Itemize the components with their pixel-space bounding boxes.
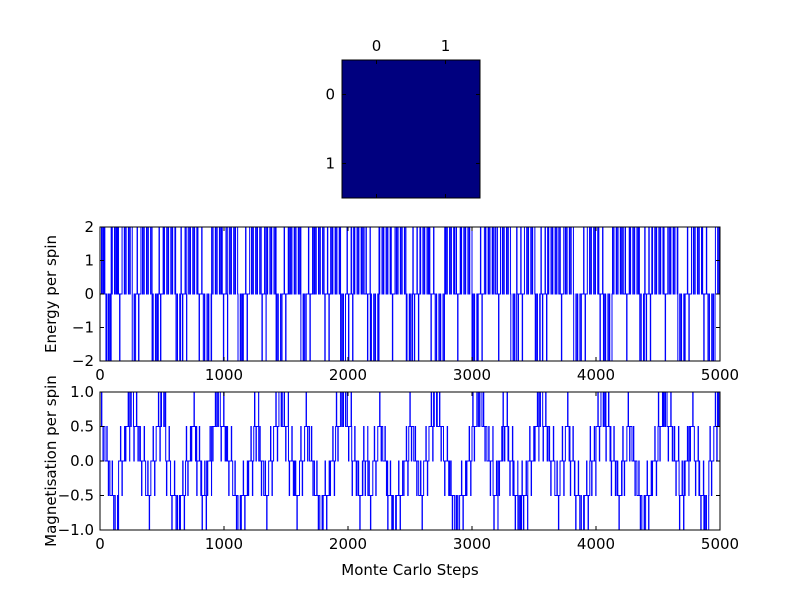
heatmap-cell: [342, 129, 411, 198]
energy-x-tick-label: 2000: [329, 366, 367, 384]
magnetisation-y-tick-label: −0.5: [58, 487, 94, 505]
energy-y-tick-label: 2: [84, 218, 94, 236]
magnetisation-x-axis-label: Monte Carlo Steps: [341, 561, 479, 579]
magnetisation-y-tick-label: 0.5: [70, 418, 94, 436]
energy-x-tick-label: 3000: [453, 366, 491, 384]
magnetisation-y-axis-label: Magnetisation per spin: [42, 375, 60, 547]
magnetisation-y-tick-label: 0.0: [70, 452, 94, 470]
energy-y-tick-label: 0: [84, 285, 94, 303]
heatmap-cell: [342, 60, 411, 129]
spin-lattice-heatmap: 0 1 0 1: [325, 37, 481, 199]
magnetisation-series-line: [100, 392, 720, 530]
heatmap-x-tick-label: 1: [441, 37, 451, 55]
energy-x-tick-label: 0: [95, 366, 105, 384]
heatmap-y-tick-label: 0: [325, 86, 335, 104]
magnetisation-series-path: [100, 392, 720, 530]
energy-y-axis-label: Energy per spin: [42, 235, 60, 353]
magnetisation-chart: 0 1000 2000 3000 4000 5000 −1.0 −0.5 0.0 0.5 1.0 Ma…: [42, 375, 739, 579]
magnetisation-x-tick-label: 1000: [205, 535, 243, 553]
heatmap-frame: [341, 59, 481, 199]
energy-x-tick-label: 1000: [205, 366, 243, 384]
heatmap-cell: [411, 129, 480, 198]
energy-y-tick-label: −1: [72, 319, 94, 337]
energy-series-path: [100, 227, 720, 361]
energy-series-line: [100, 227, 720, 361]
energy-chart: 0 1000 2000 3000 4000 5000 −2 −1 0 1 2 Energy per s…: [42, 218, 739, 384]
magnetisation-x-tick-label: 3000: [453, 535, 491, 553]
energy-y-tick-label: 1: [84, 252, 94, 270]
heatmap-cell: [411, 60, 480, 129]
magnetisation-y-tick-label: 1.0: [70, 383, 94, 401]
heatmap-y-tick-label: 1: [325, 155, 335, 173]
magnetisation-x-tick-label: 0: [95, 535, 105, 553]
heatmap-x-tick-label: 0: [372, 37, 382, 55]
energy-x-tick-label: 4000: [577, 366, 615, 384]
magnetisation-y-tick-label: −1.0: [58, 521, 94, 539]
energy-y-tick-label: −2: [72, 352, 94, 370]
energy-x-tick-label: 5000: [701, 366, 739, 384]
magnetisation-x-tick-label: 5000: [701, 535, 739, 553]
magnetisation-x-tick-label: 4000: [577, 535, 615, 553]
magnetisation-x-tick-label: 2000: [329, 535, 367, 553]
